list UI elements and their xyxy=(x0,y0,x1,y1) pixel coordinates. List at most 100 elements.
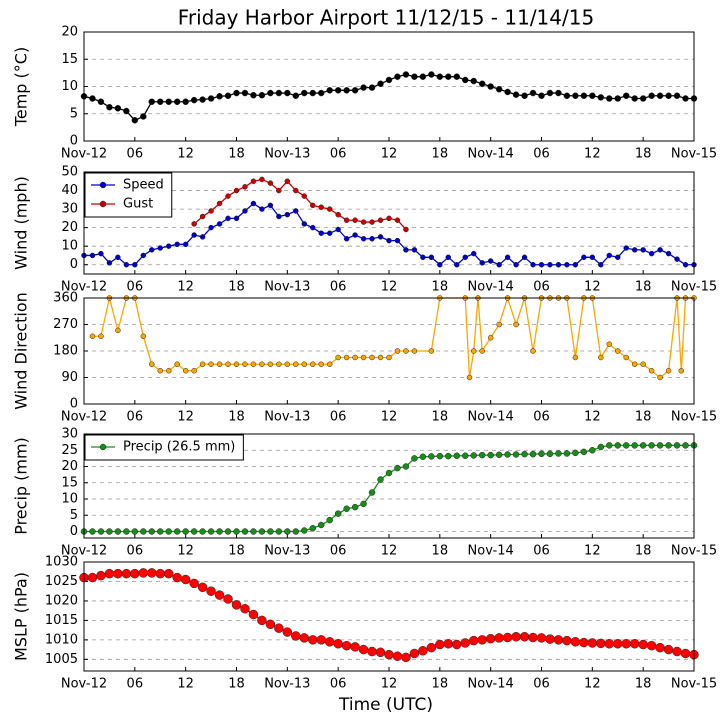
data-point xyxy=(521,254,528,261)
data-point xyxy=(453,452,461,460)
x-tick-label: 12 xyxy=(381,544,398,559)
data-point xyxy=(479,260,485,266)
data-point xyxy=(242,184,248,190)
data-point xyxy=(310,202,316,209)
x-tick-label: 18 xyxy=(432,677,449,692)
data-point xyxy=(657,247,663,253)
data-point xyxy=(165,528,172,535)
data-point xyxy=(308,635,318,645)
data-point xyxy=(487,335,494,341)
data-point xyxy=(606,442,613,449)
data-point xyxy=(189,578,199,589)
x-tick-label: 06 xyxy=(127,280,144,295)
y-tick-label: 0 xyxy=(70,524,78,539)
data-point xyxy=(291,631,301,641)
data-point xyxy=(131,117,139,124)
data-point xyxy=(89,95,96,102)
x-tick-label: 12 xyxy=(177,677,194,692)
data-point xyxy=(621,639,631,649)
x-tick-label: 06 xyxy=(330,147,347,162)
data-point xyxy=(113,568,123,579)
data-point xyxy=(394,237,401,244)
data-point xyxy=(606,341,613,347)
data-point xyxy=(606,95,613,102)
data-point xyxy=(360,84,367,91)
data-point xyxy=(665,250,672,257)
y-axis-label: Precip (mm) xyxy=(12,437,31,535)
data-point xyxy=(682,261,689,268)
data-point xyxy=(98,250,104,257)
data-point xyxy=(216,200,223,207)
data-point xyxy=(114,528,122,535)
series-line xyxy=(92,295,694,379)
data-point xyxy=(418,646,428,656)
data-point xyxy=(547,261,553,268)
data-point xyxy=(436,73,444,80)
data-point xyxy=(411,247,418,253)
data-point xyxy=(419,453,427,460)
x-tick-label: Nov-14 xyxy=(468,410,514,425)
data-point xyxy=(242,361,248,367)
data-point xyxy=(428,254,435,261)
data-point xyxy=(224,92,232,100)
x-tick-label: Nov-12 xyxy=(61,147,107,162)
x-tick-label: 12 xyxy=(381,410,398,425)
data-point xyxy=(614,442,621,449)
data-point xyxy=(208,224,214,231)
y-axis-label: Wind (mph) xyxy=(12,176,31,270)
data-point xyxy=(411,73,418,80)
data-point xyxy=(597,94,605,101)
data-point xyxy=(140,333,147,340)
data-point xyxy=(401,652,411,663)
data-point xyxy=(225,361,231,367)
data-point xyxy=(259,361,265,367)
data-point xyxy=(587,638,598,648)
data-point xyxy=(672,646,682,657)
data-point xyxy=(369,236,375,242)
data-point xyxy=(130,568,140,579)
y-tick-label: 1010 xyxy=(45,632,78,647)
x-tick-label: 12 xyxy=(584,410,601,425)
x-tick-label: Nov-12 xyxy=(61,280,107,295)
data-point xyxy=(174,361,180,367)
data-point xyxy=(369,219,375,225)
data-point xyxy=(191,221,197,227)
x-tick-label: 12 xyxy=(177,147,194,162)
data-point xyxy=(665,442,672,449)
data-point xyxy=(562,635,572,646)
data-point xyxy=(208,361,214,367)
data-point xyxy=(207,528,215,535)
data-point xyxy=(276,187,282,194)
data-point xyxy=(546,89,554,97)
data-point xyxy=(657,374,663,381)
data-point xyxy=(343,505,350,512)
data-point xyxy=(240,603,250,614)
data-point xyxy=(250,178,257,185)
data-point xyxy=(479,348,485,354)
y-tick-label: 30 xyxy=(61,202,78,217)
data-point xyxy=(326,87,333,94)
data-point xyxy=(445,73,452,80)
data-point xyxy=(504,451,511,458)
data-point xyxy=(326,361,333,367)
data-point xyxy=(502,632,513,643)
data-point xyxy=(182,98,189,106)
x-tick-label: Nov-13 xyxy=(264,677,310,692)
data-point xyxy=(597,443,605,451)
y-tick-label: 0 xyxy=(70,257,78,272)
y-tick-label: 30 xyxy=(61,427,78,442)
data-point xyxy=(267,202,274,209)
data-point xyxy=(529,450,537,458)
data-point xyxy=(174,241,180,248)
data-point xyxy=(172,572,182,583)
x-tick-label: 06 xyxy=(330,410,347,425)
y-axis-label: MSLP (hPa) xyxy=(12,572,31,661)
y-tick-label: 180 xyxy=(53,344,78,359)
data-point xyxy=(513,261,519,268)
data-point xyxy=(623,245,629,251)
data-point xyxy=(123,528,130,535)
y-tick-label: 1005 xyxy=(45,652,78,667)
y-tick-label: 0 xyxy=(70,134,78,149)
data-point xyxy=(394,217,401,223)
